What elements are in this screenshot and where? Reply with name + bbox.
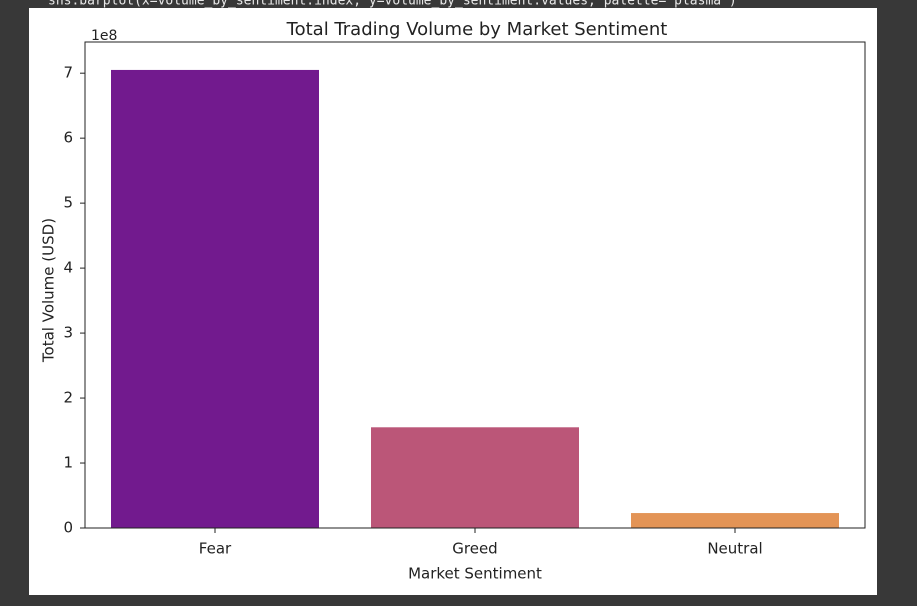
- y-tick-label: 2: [63, 389, 73, 407]
- y-tick-label: 7: [63, 64, 73, 82]
- y-tick-label: 4: [63, 259, 73, 277]
- x-tick-label: Neutral: [707, 540, 762, 558]
- plot-frame: [84, 41, 866, 529]
- y-tick-label: 5: [63, 194, 73, 212]
- x-tick-label: Fear: [199, 540, 232, 558]
- y-axis-label: Total Volume (USD): [40, 218, 58, 363]
- x-axis-label: Market Sentiment: [408, 565, 542, 583]
- y-offset-label: 1e8: [91, 28, 117, 44]
- code-line: sns.barplot(x=volume_by_sentiment.index,…: [48, 0, 737, 9]
- chart-title: Total Trading Volume by Market Sentiment: [286, 19, 668, 40]
- y-tick-label: 1: [63, 454, 73, 472]
- y-tick-label: 6: [63, 129, 73, 147]
- y-tick-label: 0: [63, 519, 73, 537]
- bar: [371, 427, 579, 528]
- x-tick-label: Greed: [452, 540, 497, 558]
- bar: [631, 513, 839, 528]
- y-tick-label: 3: [63, 324, 73, 342]
- bar: [111, 69, 319, 528]
